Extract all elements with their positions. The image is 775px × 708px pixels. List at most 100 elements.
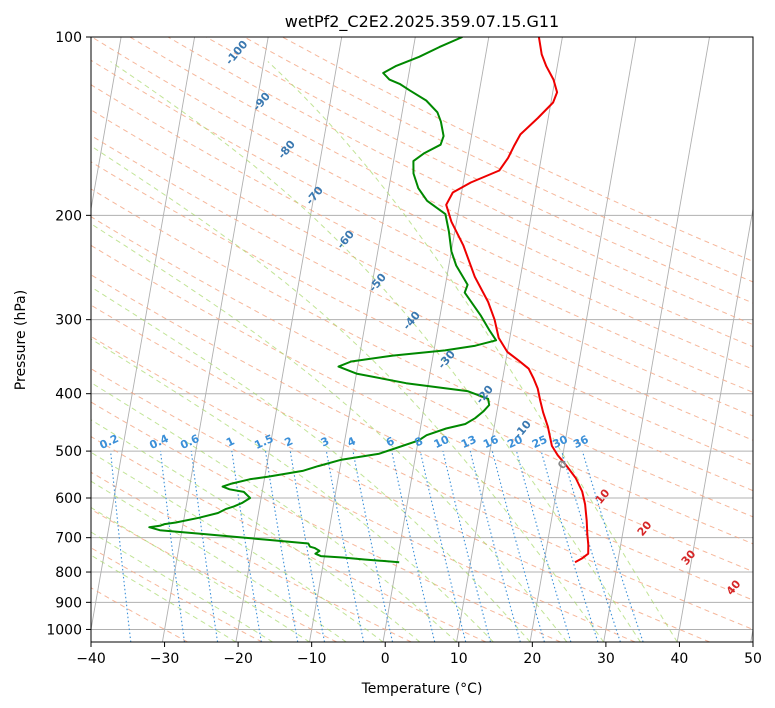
- moist-adiabat: [91, 419, 421, 642]
- isotherm-line: [91, 37, 196, 633]
- mixing-ratio-label: 16: [481, 433, 501, 451]
- x-tick-label: 50: [744, 651, 762, 667]
- mixing-ratio-line: [190, 451, 219, 642]
- mixing-ratio-line: [231, 451, 262, 642]
- isotherm-line: [529, 37, 637, 642]
- dry-adiabat: [91, 508, 337, 642]
- x-tick-label: −30: [150, 651, 180, 667]
- isotherm-line: [382, 37, 490, 642]
- moist-adiabat: [91, 223, 568, 642]
- moist-adiabat: [91, 145, 605, 642]
- mixing-ratio-line: [352, 450, 394, 642]
- mixing-ratio-label: 0.6: [178, 432, 201, 452]
- y-tick-label: 1000: [46, 622, 82, 638]
- dry-adiabat: [91, 274, 753, 601]
- moist-adiabat: [91, 506, 310, 642]
- dry-adiabat: [91, 304, 753, 630]
- dry-adiabat: [91, 59, 753, 393]
- x-tick-label: 30: [597, 651, 615, 667]
- moist-adiabat: [91, 554, 237, 642]
- x-tick-label: −40: [76, 651, 106, 667]
- mixing-ratio-line: [325, 451, 365, 642]
- y-tick-label: 300: [55, 313, 82, 329]
- y-tick-label: 200: [55, 208, 82, 224]
- mixing-ratio-line: [515, 450, 572, 642]
- moist-adiabat: [91, 381, 457, 642]
- dry-adiabat-label: 30: [679, 547, 699, 567]
- isotherm-line: [676, 206, 753, 642]
- mixing-ratio-label: 0.2: [98, 432, 121, 452]
- x-tick-label: −20: [223, 651, 253, 667]
- dry-adiabat: [91, 84, 753, 417]
- y-tick-label: 500: [55, 444, 82, 460]
- mixing-ratio-label: 30: [551, 433, 571, 451]
- dry-adiabat: [243, 37, 753, 283]
- y-tick-label: 800: [55, 565, 82, 581]
- y-tick-label: 600: [55, 491, 82, 507]
- dry-adiabat: [129, 37, 753, 348]
- mixing-ratio-line: [540, 450, 599, 642]
- moist-adiabat: [91, 531, 273, 642]
- mixing-ratio-line: [561, 450, 621, 642]
- moist-adiabat: [91, 286, 531, 642]
- mixing-ratio-label: 1: [224, 434, 236, 449]
- isotherm-line: [750, 626, 753, 642]
- x-tick-label: 20: [523, 651, 541, 667]
- isotherm-line: [235, 37, 343, 642]
- dry-adiabat: [91, 368, 636, 642]
- isotherm-line: [309, 37, 416, 642]
- dry-adiabat: [91, 188, 753, 518]
- isotherm-line: [91, 37, 122, 212]
- mixing-ratio-label: 20: [505, 433, 525, 451]
- dry-adiabat-label: 0: [555, 457, 570, 471]
- mixing-ratio-label: 36: [571, 433, 591, 451]
- plot-frame: [90, 36, 754, 643]
- x-axis-label: Temperature (°C): [361, 681, 483, 697]
- y-axis-label: Pressure (hPa): [13, 290, 29, 390]
- mixing-ratio-line: [391, 450, 436, 642]
- mixing-ratio-line: [491, 450, 545, 642]
- isotherm-line: [603, 37, 710, 642]
- dry-adiabat: [91, 547, 263, 642]
- x-tick-label: 0: [381, 651, 390, 667]
- mixing-ratio-label: 6: [384, 434, 397, 449]
- mixing-ratio-label: 2: [283, 434, 295, 449]
- isotherm-line: [456, 37, 563, 642]
- mixing-ratio-line: [442, 450, 492, 642]
- mixing-ratio-label: 25: [530, 433, 549, 451]
- dry-adiabat-label: 20: [635, 518, 655, 538]
- mixing-ratio-label: 13: [459, 433, 478, 451]
- x-tick-label: 40: [671, 651, 689, 667]
- mixing-ratio-line: [581, 450, 644, 642]
- dry-adiabat: [91, 161, 753, 492]
- y-tick-label: 700: [55, 531, 82, 547]
- isotherm-line: [161, 37, 269, 642]
- y-tick-label: 400: [55, 387, 82, 403]
- y-tick-label: 100: [55, 30, 82, 46]
- mixing-ratio-label: 0.4: [147, 432, 170, 452]
- dry-adiabat: [91, 401, 561, 642]
- dry-adiabat: [91, 436, 487, 642]
- chart-title: wetPf2_C2E2.2025.359.07.15.G11: [285, 12, 559, 32]
- dry-adiabat-label: -60: [334, 228, 357, 252]
- dry-adiabat: [91, 37, 753, 370]
- dry-adiabat-label: -80: [275, 138, 298, 162]
- mixing-ratio-line: [289, 451, 326, 642]
- dewpoint-profile: [148, 37, 498, 564]
- dry-adiabat-label: 10: [593, 486, 613, 506]
- mixing-ratio-line: [110, 451, 132, 642]
- mixing-ratio-line: [419, 450, 467, 642]
- dry-adiabat: [91, 109, 753, 441]
- temperature-profile: [445, 37, 590, 564]
- dry-adiabat: [91, 244, 753, 573]
- mixing-ratio-label: 10: [432, 433, 452, 451]
- mixing-ratio-line: [469, 450, 521, 642]
- mixing-ratio-label: 4: [345, 434, 358, 449]
- moist-adiabat: [267, 61, 678, 642]
- dry-adiabat: [91, 216, 753, 545]
- dry-adiabat-label: -100: [223, 38, 251, 68]
- dry-adiabat: [167, 37, 753, 326]
- moist-adiabat: [110, 61, 641, 642]
- dry-adiabat: [91, 471, 412, 642]
